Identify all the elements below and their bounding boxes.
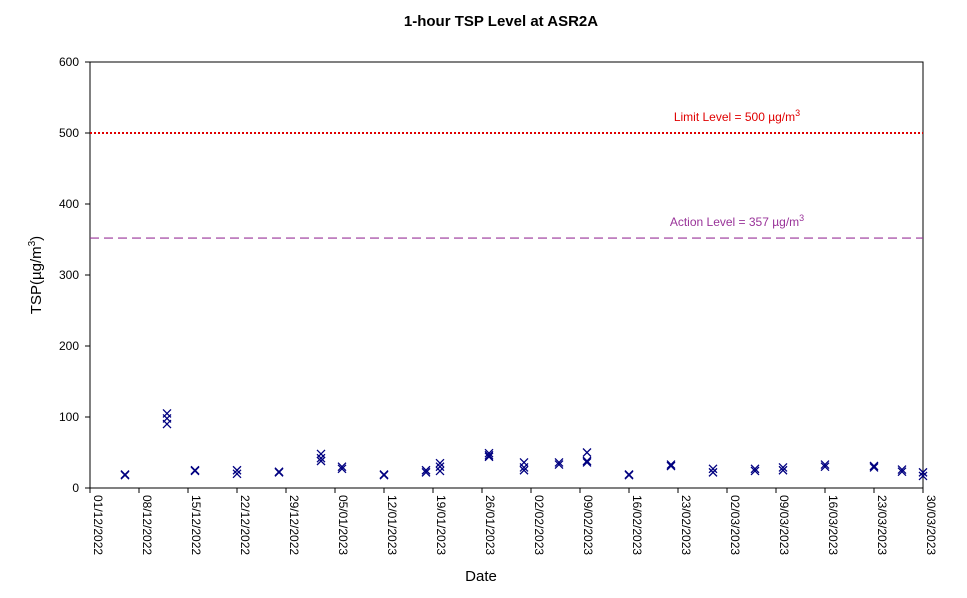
x-axis-title: Date	[465, 568, 497, 585]
y-axis-title-close: )	[28, 236, 45, 241]
data-point	[519, 462, 529, 472]
data-point	[435, 458, 445, 468]
x-tick-label: 12/01/2023	[385, 495, 399, 555]
data-point	[554, 457, 564, 467]
x-tick-label: 29/12/2022	[287, 495, 301, 555]
data-point	[162, 419, 172, 429]
data-point	[379, 470, 389, 480]
data-point	[190, 466, 200, 476]
data-point	[274, 467, 284, 477]
data-point	[582, 448, 592, 457]
data-point	[869, 462, 879, 472]
data-point	[624, 470, 634, 480]
data-point	[484, 448, 494, 458]
action-level-label-sup: 3	[799, 213, 804, 223]
data-point	[918, 471, 928, 481]
x-tick-label: 16/03/2023	[826, 495, 840, 555]
action-level-label: Action Level = 357 µg/m3	[670, 213, 804, 229]
data-point	[232, 465, 242, 475]
y-axis-title: TSP(µg/m3)	[27, 236, 45, 314]
data-point	[337, 464, 347, 474]
data-point	[750, 466, 760, 476]
x-tick-label: 01/12/2022	[91, 495, 105, 555]
data-point	[316, 453, 326, 463]
y-tick-label: 0	[72, 481, 79, 495]
data-point	[750, 464, 760, 474]
x-tick-label: 15/12/2022	[189, 495, 203, 555]
x-tick-label: 16/02/2023	[630, 495, 644, 555]
data-point	[316, 456, 326, 466]
data-point	[519, 465, 529, 475]
limit-level-label-text: Limit Level = 500	[674, 110, 768, 124]
data-point	[666, 461, 676, 471]
x-tick-label: 08/12/2022	[140, 495, 154, 555]
data-point	[337, 462, 347, 472]
limit-level-label: Limit Level = 500 µg/m3	[674, 108, 800, 124]
data-point	[897, 465, 907, 474]
plot-area	[89, 61, 924, 489]
action-level-label-text: Action Level = 357	[670, 215, 772, 229]
y-tick-label: 400	[59, 197, 79, 211]
data-point	[778, 462, 788, 472]
data-point	[820, 460, 830, 470]
data-point	[435, 466, 445, 476]
data-points	[120, 408, 928, 481]
data-point	[316, 449, 326, 459]
x-tick-label: 02/03/2023	[728, 495, 742, 555]
limit-level-label-sup: 3	[795, 108, 800, 118]
y-axis: 0 100 200 300 400 500 600	[59, 55, 90, 495]
y-axis-title-main: TSP(	[28, 280, 45, 314]
data-point	[666, 460, 676, 470]
data-point	[421, 465, 431, 475]
data-point	[484, 450, 494, 460]
x-tick-label: 30/03/2023	[924, 495, 938, 555]
data-point	[708, 464, 718, 474]
data-point	[582, 456, 592, 466]
y-tick-label: 600	[59, 55, 79, 69]
data-point	[435, 462, 445, 472]
y-tick-label: 100	[59, 410, 79, 424]
limit-level-label-unit: µg/m	[768, 110, 795, 124]
y-tick-label: 500	[59, 126, 79, 140]
data-point	[484, 452, 494, 462]
data-point	[778, 465, 788, 475]
x-tick-label: 05/01/2023	[336, 495, 350, 555]
action-level-label-unit: µg/m	[772, 215, 799, 229]
data-point	[918, 467, 928, 477]
y-axis-title-sup: 3	[27, 240, 38, 246]
data-point	[708, 467, 718, 477]
data-point	[554, 460, 564, 470]
data-point	[820, 462, 830, 472]
data-point	[421, 467, 431, 477]
y-tick-label: 300	[59, 268, 79, 282]
data-point	[232, 469, 242, 479]
data-point	[869, 461, 879, 471]
x-tick-label: 19/01/2023	[434, 495, 448, 555]
x-tick-label: 02/02/2023	[532, 495, 546, 555]
x-tick-label: 09/02/2023	[581, 495, 595, 555]
x-tick-label: 23/03/2023	[875, 495, 889, 555]
y-tick-label: 200	[59, 339, 79, 353]
x-tick-label: 23/02/2023	[679, 495, 693, 555]
y-axis-title-unit: µg/m	[28, 246, 45, 280]
data-point	[120, 470, 130, 480]
x-tick-label: 09/03/2023	[777, 495, 791, 555]
data-point	[897, 467, 907, 477]
data-point	[582, 457, 592, 467]
chart-title: 1-hour TSP Level at ASR2A	[404, 13, 598, 30]
x-axis: 01/12/2022 08/12/2022 15/12/2022 22/12/2022…	[89, 488, 938, 555]
x-tick-label: 26/01/2023	[483, 495, 497, 555]
x-tick-label: 22/12/2022	[238, 495, 252, 555]
